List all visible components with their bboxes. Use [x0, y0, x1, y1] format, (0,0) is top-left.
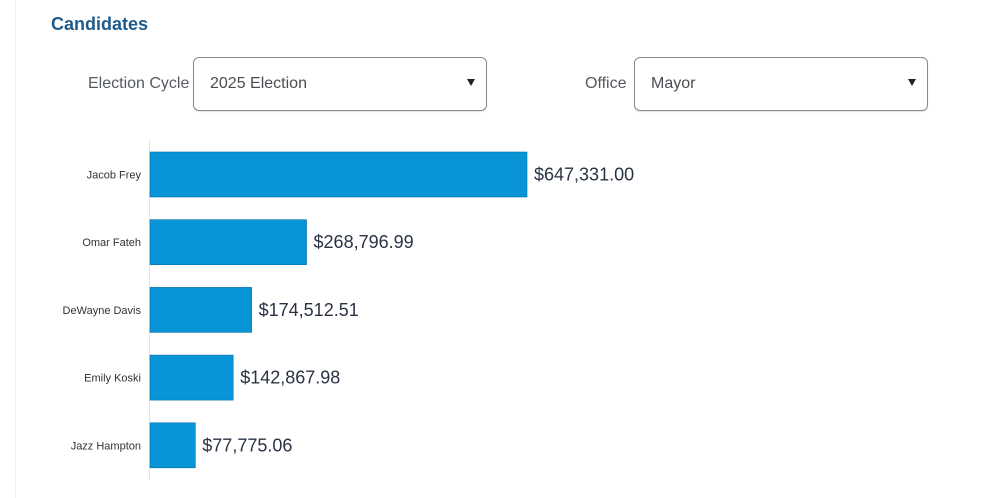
value-label-3: $142,867.98 — [240, 368, 340, 388]
section-title: Candidates — [51, 14, 149, 34]
bar-2[interactable] — [149, 287, 252, 333]
left-divider — [15, 0, 16, 498]
candidates-bar-chart: Jacob Frey Omar Fateh DeWayne Davis Emily K… — [63, 140, 634, 480]
category-label-3: Emily Koski — [84, 373, 141, 385]
caret-down-icon — [908, 79, 916, 86]
election-cycle-label: Election Cycle — [88, 75, 190, 92]
office-label: Office — [585, 75, 627, 92]
value-label-1: $268,796.99 — [314, 232, 414, 252]
category-label-0: Jacob Frey — [87, 170, 142, 182]
election-cycle-select[interactable]: 2025 Election — [193, 57, 487, 111]
category-label-4: Jazz Hampton — [71, 440, 141, 452]
category-label-2: DeWayne Davis — [63, 305, 142, 317]
chart-bars — [149, 151, 528, 469]
office-select[interactable]: Mayor — [634, 57, 928, 111]
chart-value-labels: $647,331.00 $268,796.99 $174,512.51 $142,86… — [202, 165, 634, 456]
bar-3[interactable] — [149, 354, 234, 401]
chart-category-labels: Jacob Frey Omar Fateh DeWayne Davis Emily K… — [63, 170, 142, 453]
value-label-0: $647,331.00 — [534, 165, 634, 185]
category-label-1: Omar Fateh — [82, 237, 141, 249]
value-label-4: $77,775.06 — [202, 435, 292, 455]
bar-1[interactable] — [149, 219, 307, 265]
value-label-2: $174,512.51 — [259, 300, 359, 320]
office-selected-value: Mayor — [651, 75, 696, 92]
election-cycle-selected-value: 2025 Election — [210, 75, 307, 92]
caret-down-icon — [467, 79, 475, 86]
bar-4[interactable] — [149, 422, 196, 469]
bar-0[interactable] — [149, 151, 528, 198]
